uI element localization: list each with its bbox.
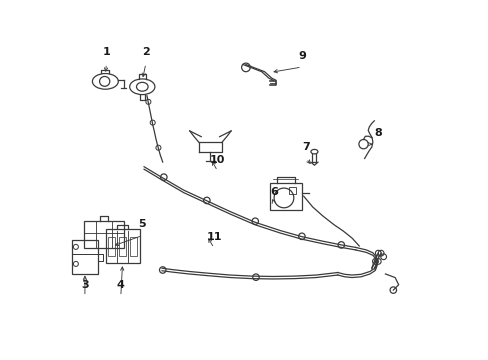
Text: 5: 5 — [138, 219, 146, 229]
Text: 10: 10 — [209, 154, 225, 165]
Bar — [119, 237, 126, 256]
Text: 11: 11 — [206, 232, 222, 242]
Bar — [72, 240, 98, 274]
Bar — [108, 237, 115, 256]
Text: 4: 4 — [117, 280, 124, 290]
Bar — [130, 237, 137, 256]
Text: 1: 1 — [102, 47, 110, 57]
Text: 3: 3 — [81, 280, 88, 290]
Bar — [105, 229, 139, 264]
Text: 2: 2 — [142, 47, 149, 57]
Bar — [269, 183, 301, 210]
Text: 8: 8 — [373, 128, 381, 138]
Text: 9: 9 — [297, 51, 305, 60]
Text: 7: 7 — [302, 142, 309, 152]
Bar — [289, 187, 296, 194]
Bar — [84, 221, 123, 248]
Text: 6: 6 — [269, 187, 277, 197]
